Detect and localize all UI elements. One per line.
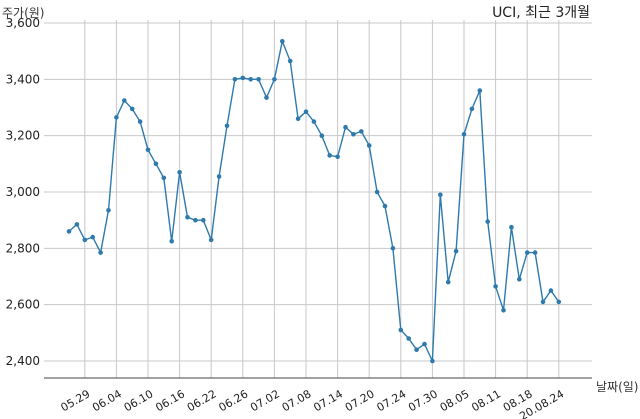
data-point bbox=[311, 119, 317, 124]
data-point bbox=[351, 132, 356, 137]
data-point bbox=[509, 224, 514, 230]
data-point bbox=[374, 189, 380, 195]
y-tick-label: 2,800 bbox=[6, 241, 40, 255]
data-point bbox=[382, 203, 388, 209]
y-axis-label: 주가(원) bbox=[2, 6, 44, 20]
data-point bbox=[422, 341, 427, 347]
x-tick-label: 07.14 bbox=[311, 387, 345, 414]
data-point bbox=[335, 154, 340, 160]
data-point bbox=[532, 250, 538, 255]
data-point bbox=[169, 239, 174, 244]
y-tick-label: 3,200 bbox=[6, 129, 40, 143]
data-point bbox=[264, 95, 269, 100]
data-point bbox=[287, 58, 293, 64]
data-point bbox=[74, 222, 80, 227]
y-tick-label: 3,000 bbox=[6, 185, 40, 199]
data-point bbox=[280, 39, 285, 44]
x-tick-label: 06.16 bbox=[153, 387, 187, 414]
data-point bbox=[398, 327, 404, 333]
chart-title: UCI, 최근 3개월 bbox=[492, 5, 590, 21]
data-point bbox=[240, 75, 246, 81]
x-tick-label: 06.04 bbox=[90, 387, 124, 414]
data-point bbox=[303, 109, 309, 114]
data-point bbox=[493, 284, 498, 289]
data-point bbox=[445, 279, 451, 285]
y-tick-label: 2,600 bbox=[6, 298, 40, 312]
y-tick-label: 3,400 bbox=[6, 72, 40, 86]
data-point bbox=[477, 88, 483, 93]
data-point bbox=[390, 246, 396, 251]
x-tick-label: 07.20 bbox=[343, 387, 377, 414]
data-point bbox=[438, 192, 443, 198]
x-tick-label: 07.24 bbox=[375, 387, 409, 414]
data-point bbox=[430, 358, 435, 364]
data-point bbox=[208, 237, 214, 243]
data-point bbox=[327, 153, 333, 158]
x-tick-label: 07.30 bbox=[406, 387, 440, 414]
data-point bbox=[469, 106, 475, 112]
data-point bbox=[145, 147, 151, 153]
data-point bbox=[216, 174, 222, 179]
data-point bbox=[414, 347, 419, 353]
data-point bbox=[295, 116, 301, 122]
data-point bbox=[406, 336, 412, 341]
data-point bbox=[185, 215, 190, 220]
data-point bbox=[548, 288, 554, 293]
data-point bbox=[501, 308, 506, 313]
data-point bbox=[272, 77, 277, 82]
data-point bbox=[343, 124, 348, 130]
data-point bbox=[461, 132, 467, 137]
data-point bbox=[248, 77, 253, 82]
y-axis-ticks: 2,400 2,600 2,800 3,000 3,200 3,400 3,600 bbox=[6, 16, 40, 368]
data-point bbox=[129, 106, 135, 112]
data-point bbox=[232, 77, 238, 82]
price-series-line bbox=[68, 38, 560, 362]
data-point bbox=[137, 119, 143, 124]
gridlines bbox=[44, 20, 592, 378]
x-tick-label: 08.11 bbox=[469, 387, 503, 414]
data-point bbox=[201, 217, 206, 223]
data-point bbox=[82, 237, 88, 243]
price-series-points bbox=[66, 39, 562, 364]
data-point bbox=[161, 175, 167, 181]
x-tick-label: 08.05 bbox=[438, 387, 472, 414]
data-point bbox=[114, 115, 119, 120]
data-point bbox=[359, 129, 364, 134]
x-axis-ticks: 05.2906.0406.1006.1606.2206.2607.0207.08… bbox=[59, 387, 567, 419]
data-point bbox=[66, 229, 72, 234]
data-point bbox=[90, 234, 95, 240]
data-point bbox=[106, 208, 111, 213]
x-tick-label: 07.08 bbox=[280, 387, 314, 414]
data-point bbox=[319, 133, 325, 138]
x-tick-label: 06.22 bbox=[185, 387, 219, 414]
data-point bbox=[122, 98, 127, 103]
x-tick-label: 05.29 bbox=[59, 387, 93, 414]
x-tick-label: 07.02 bbox=[248, 387, 282, 414]
data-point bbox=[556, 299, 562, 305]
data-point bbox=[177, 170, 182, 175]
data-point bbox=[153, 161, 159, 167]
data-point bbox=[256, 77, 261, 82]
data-point bbox=[193, 217, 198, 223]
x-tick-label: 06.10 bbox=[122, 387, 156, 414]
data-point bbox=[485, 219, 491, 224]
data-point bbox=[224, 123, 230, 129]
y-tick-label: 2,400 bbox=[6, 354, 40, 368]
data-point bbox=[98, 250, 103, 255]
y-tick-label: 3,600 bbox=[6, 16, 40, 30]
data-point bbox=[524, 250, 530, 255]
data-point bbox=[453, 248, 459, 254]
data-point bbox=[540, 299, 546, 305]
x-tick-label: 06.26 bbox=[217, 387, 251, 414]
data-point bbox=[366, 143, 372, 148]
data-point bbox=[517, 277, 522, 282]
x-axis-label: 날짜(일) bbox=[596, 380, 638, 394]
